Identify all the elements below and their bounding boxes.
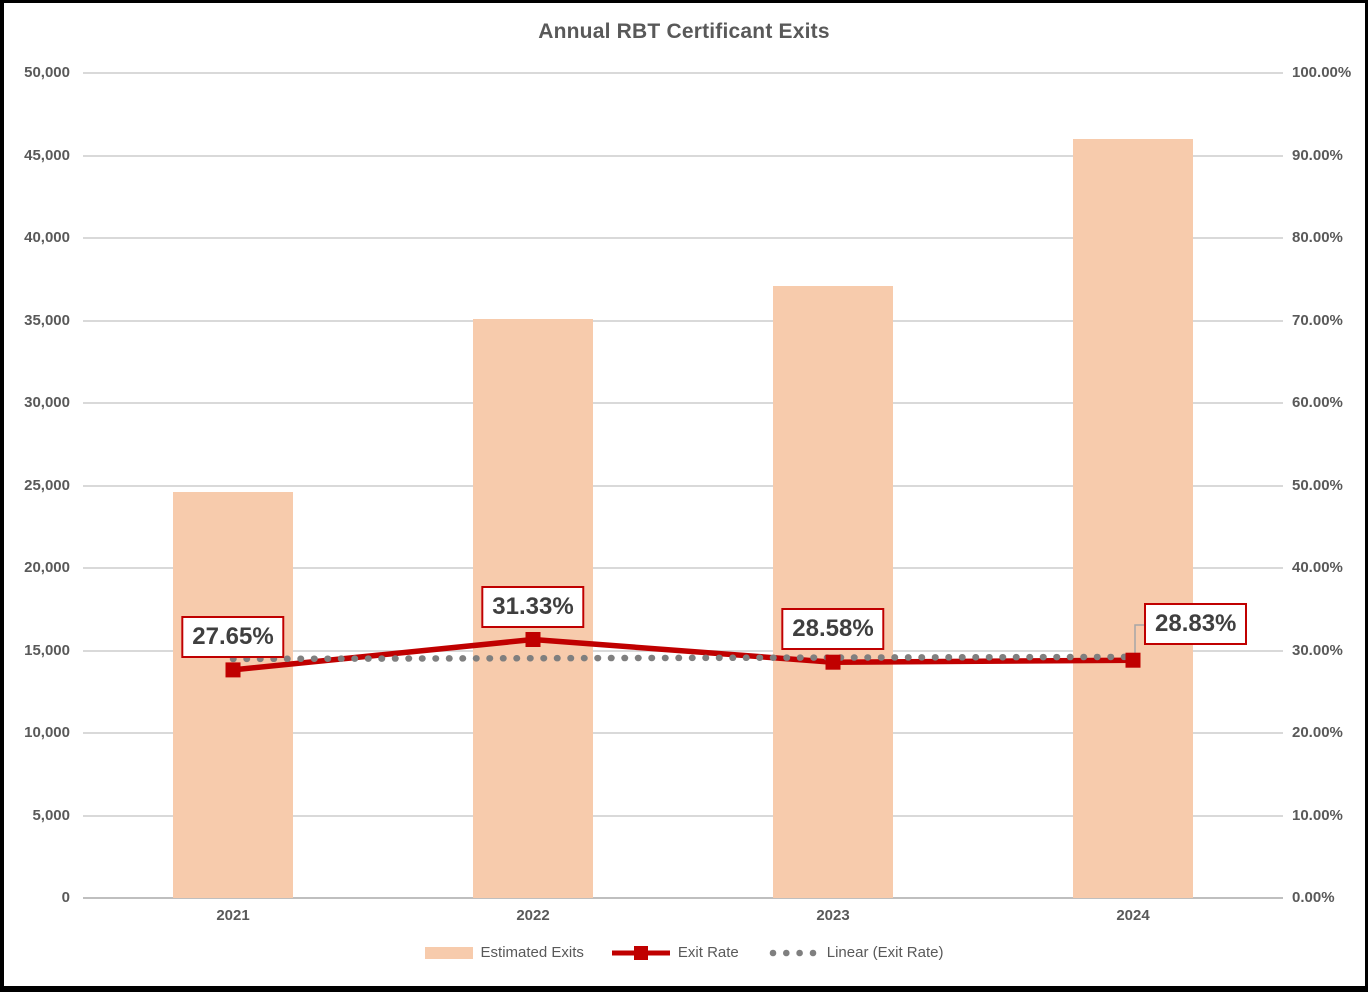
y-left-tick-label: 35,000: [24, 311, 70, 329]
legend-label: Estimated Exits: [480, 944, 584, 961]
y-left-tick-label: 40,000: [24, 229, 70, 246]
x-axis-line: [83, 897, 1283, 899]
y-right-tick-label: 90.00%: [1292, 146, 1343, 164]
linear-trendline: [229, 653, 1137, 663]
y-left-tick-label: 15,000: [24, 641, 70, 659]
gridline: [83, 154, 1283, 157]
legend: Estimated Exits Exit Rate Linear (Exit Rat…: [0, 944, 1368, 961]
legend-item: Estimated Exits: [424, 944, 584, 961]
y-left-tick-label: 30,000: [24, 394, 70, 411]
exit-rate-marker: [825, 654, 841, 670]
y-left-tick-label: 45,000: [24, 146, 70, 164]
legend-label: Linear (Exit Rate): [826, 944, 944, 961]
y-left-tick-label: 5,000: [32, 806, 70, 824]
y-right-tick-label: 10.00%: [1292, 806, 1343, 824]
gridline: [83, 237, 1283, 239]
bar-estimated-exits: [1073, 139, 1193, 898]
legend-dots-swatch: [769, 949, 817, 956]
legend-line-marker-swatch: [611, 945, 670, 960]
exit-rate-marker: [525, 632, 541, 647]
x-axis-category-label: 2023: [816, 907, 850, 924]
gridline: [83, 484, 1283, 487]
y-right-tick-label: 100.00%: [1292, 64, 1352, 81]
label-leader-line: [1134, 624, 1144, 658]
bar-estimated-exits: [773, 285, 893, 898]
y-right-tick-label: 70.00%: [1292, 311, 1343, 329]
legend-item: Linear (Exit Rate): [767, 944, 944, 961]
y-axis-right: 0.00% 10.00% 20.00% 30.00% 40.00% 50.00% 60.00…: [1292, 64, 1366, 906]
exit-rate-data-label: 31.33%: [481, 586, 585, 629]
y-left-tick-label: 50,000: [24, 64, 70, 81]
exit-rate-marker: [225, 662, 241, 678]
exit-rate-data-label: 28.83%: [1144, 603, 1248, 646]
gridline: [83, 814, 1283, 817]
gridline: [83, 567, 1283, 569]
bar-estimated-exits: [173, 492, 293, 898]
y-left-tick-label: 10,000: [24, 724, 70, 741]
legend-dot: [769, 949, 777, 956]
y-axis-left: 0 5,000 10,000 15,000 20,000 25,000 30,000 35,0…: [0, 64, 70, 906]
legend-label: Exit Rate: [677, 944, 739, 961]
line-layer: [225, 624, 1144, 678]
exit-rate-line: [232, 636, 1134, 673]
legend-dot: [782, 949, 790, 956]
gridline: [83, 72, 1283, 74]
y-right-tick-label: 80.00%: [1292, 229, 1343, 246]
y-right-tick-label: 0.00%: [1292, 889, 1335, 906]
gridline: [83, 732, 1283, 734]
y-right-tick-label: 30.00%: [1292, 641, 1343, 659]
exit-rate-data-label: 27.65%: [181, 616, 285, 659]
exit-rate-data-label: 28.58%: [781, 608, 885, 651]
x-axis-labels: 2021 2022 2023 2024: [83, 907, 1283, 927]
y-right-tick-label: 50.00%: [1292, 476, 1343, 494]
plot-area: 27.65% 31.33% 28.58% 28.83%: [83, 72, 1283, 899]
x-axis-category-label: 2022: [516, 907, 550, 924]
legend-dot: [796, 949, 803, 956]
legend-marker-sample: [633, 945, 648, 960]
legend-dot: [809, 949, 817, 956]
gridline: [83, 402, 1283, 404]
exit-rate-marker: [1125, 652, 1141, 668]
legend-item: Exit Rate: [611, 944, 739, 961]
y-right-tick-label: 20.00%: [1292, 724, 1343, 741]
y-left-tick-label: 0: [61, 889, 70, 906]
y-right-tick-label: 60.00%: [1292, 394, 1343, 411]
legend-bar-swatch: [424, 946, 473, 959]
x-axis-category-label: 2024: [1116, 907, 1150, 924]
y-left-tick-label: 20,000: [24, 559, 70, 576]
y-right-tick-label: 40.00%: [1292, 559, 1343, 576]
gridline: [83, 319, 1283, 322]
y-left-tick-label: 25,000: [24, 476, 70, 494]
x-axis-category-label: 2021: [216, 907, 250, 924]
chart-title: Annual RBT Certificant Exits: [538, 20, 830, 43]
